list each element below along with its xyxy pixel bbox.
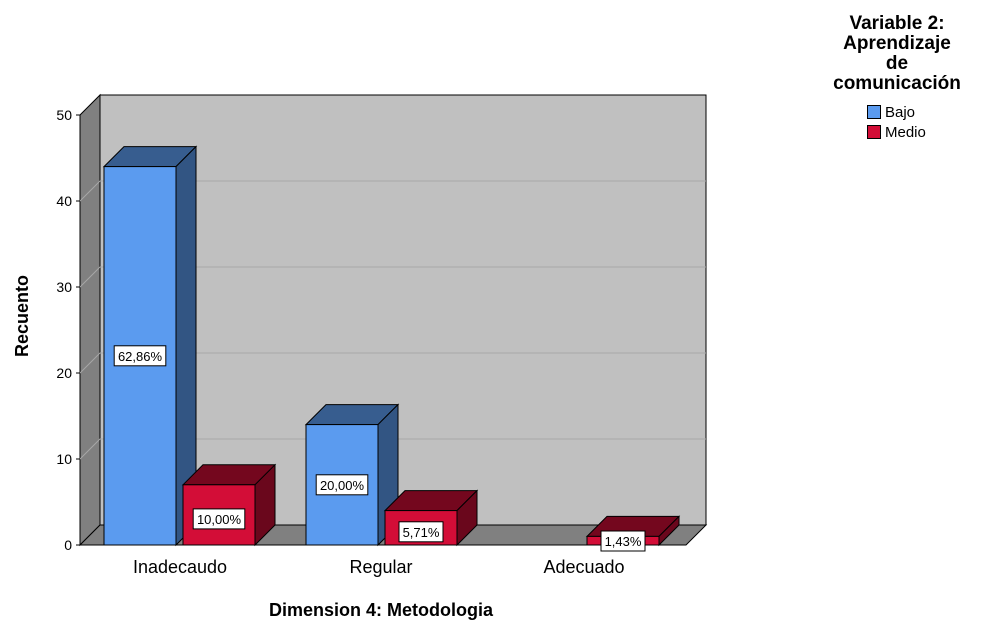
left-wall	[79, 93, 101, 547]
data-label-box	[315, 474, 369, 496]
legend-title-line: de	[885, 53, 909, 74]
legend-swatch-bajo	[867, 105, 881, 119]
y-tick-label: 30	[56, 279, 72, 295]
bars: 62,86% 10,00% 20,00% 5,71% 1,43%	[102, 145, 681, 552]
legend-title-line: Variable 2:	[849, 13, 945, 34]
back-wall	[99, 94, 707, 526]
data-label: 5,71%	[403, 525, 440, 540]
legend-title-line: comunicación	[833, 73, 961, 94]
plot-walls	[78, 93, 708, 547]
legend: Variable 2: Aprendizaje de comunicación …	[812, 14, 982, 142]
data-label-box	[600, 530, 646, 552]
gridlines	[79, 180, 706, 460]
gridline	[79, 352, 101, 374]
data-label-box	[113, 345, 167, 367]
legend-label: Bajo	[885, 103, 916, 121]
data-label-box	[398, 521, 444, 543]
x-tick-label: Adecuado	[543, 557, 624, 577]
data-label: 1,43%	[605, 534, 642, 549]
y-tick-label: 0	[64, 537, 72, 553]
y-tick-label: 10	[56, 451, 72, 467]
gridline	[79, 180, 101, 202]
y-tick-label: 40	[56, 193, 72, 209]
legend-item-medio: Medio	[867, 122, 982, 142]
x-tick-label: Inadecaudo	[133, 557, 227, 577]
y-axis-ticks: 0 10 20 30 40 50	[56, 107, 80, 553]
y-tick-label: 20	[56, 365, 72, 381]
legend-item-bajo: Bajo	[867, 102, 982, 122]
legend-label: Medio	[885, 123, 926, 141]
y-tick-label: 50	[56, 107, 72, 123]
data-label: 10,00%	[197, 512, 242, 527]
x-axis-label: Dimension 4: Metodologia	[269, 600, 494, 620]
y-axis-label: Recuento	[12, 275, 32, 357]
x-axis-ticks: Inadecaudo Regular Adecuado	[133, 557, 625, 577]
gridline	[79, 266, 101, 288]
x-tick-label: Regular	[349, 557, 412, 577]
gridline	[79, 438, 101, 460]
data-label: 62,86%	[118, 349, 163, 364]
legend-title: Variable 2: Aprendizaje de comunicación	[812, 14, 982, 94]
data-label-box	[192, 508, 246, 530]
legend-swatch-medio	[867, 125, 881, 139]
data-label: 20,00%	[320, 478, 365, 493]
legend-title-line: Aprendizaje	[843, 33, 951, 54]
